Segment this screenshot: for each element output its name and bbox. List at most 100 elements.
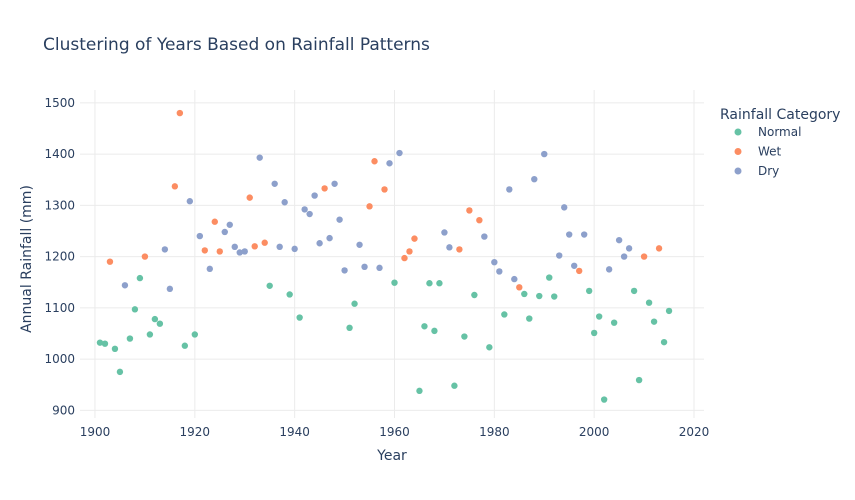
data-point-normal[interactable] [590, 329, 598, 337]
data-point-normal[interactable] [431, 327, 438, 335]
data-point-dry[interactable] [316, 240, 323, 247]
data-point-wet[interactable] [211, 218, 218, 225]
data-point-wet[interactable] [576, 267, 583, 275]
data-point-dry[interactable] [556, 252, 563, 259]
data-point-normal[interactable] [546, 274, 553, 281]
data-point-dry[interactable] [625, 245, 633, 252]
data-point-normal[interactable] [526, 315, 533, 322]
data-point-normal[interactable] [101, 340, 109, 347]
data-point-dry[interactable] [361, 263, 368, 271]
data-point-dry[interactable] [396, 149, 403, 157]
data-point-wet[interactable] [456, 246, 463, 253]
data-point-dry[interactable] [561, 204, 568, 211]
data-point-wet[interactable] [476, 216, 483, 224]
data-point-wet[interactable] [201, 247, 208, 254]
legend-marker[interactable] [734, 128, 742, 136]
data-point-wet[interactable] [381, 186, 388, 193]
legend-label[interactable]: Wet [758, 145, 782, 159]
data-point-dry[interactable] [186, 198, 194, 205]
data-point-dry[interactable] [236, 249, 243, 256]
data-point-normal[interactable] [521, 290, 528, 298]
data-point-wet[interactable] [401, 254, 408, 262]
data-point-dry[interactable] [301, 206, 308, 213]
data-point-normal[interactable] [645, 299, 653, 306]
data-point-wet[interactable] [246, 194, 253, 201]
data-point-normal[interactable] [266, 282, 273, 289]
data-point-normal[interactable] [471, 291, 478, 299]
data-point-normal[interactable] [181, 342, 189, 349]
data-point-normal[interactable] [426, 280, 433, 287]
data-point-dry[interactable] [306, 210, 313, 218]
data-point-dry[interactable] [511, 275, 518, 283]
data-point-dry[interactable] [291, 245, 298, 253]
data-point-wet[interactable] [106, 258, 114, 265]
data-point-normal[interactable] [486, 344, 493, 351]
data-point-normal[interactable] [536, 292, 543, 300]
data-point-normal[interactable] [96, 339, 104, 346]
data-point-normal[interactable] [136, 274, 144, 282]
data-point-normal[interactable] [630, 287, 638, 295]
data-point-normal[interactable] [436, 280, 443, 287]
data-point-wet[interactable] [516, 284, 523, 291]
data-point-dry[interactable] [620, 253, 628, 260]
data-point-normal[interactable] [191, 331, 199, 338]
data-point-dry[interactable] [506, 186, 513, 193]
data-point-dry[interactable] [121, 282, 129, 289]
data-point-dry[interactable] [605, 266, 613, 273]
data-point-dry[interactable] [341, 267, 348, 274]
data-point-normal[interactable] [351, 300, 358, 307]
data-point-wet[interactable] [261, 239, 268, 246]
data-point-dry[interactable] [531, 175, 538, 183]
data-point-normal[interactable] [451, 382, 458, 389]
data-point-wet[interactable] [640, 253, 648, 260]
data-point-normal[interactable] [296, 314, 303, 321]
data-point-normal[interactable] [156, 320, 164, 327]
data-point-normal[interactable] [111, 345, 119, 353]
data-point-dry[interactable] [231, 243, 238, 251]
data-point-wet[interactable] [176, 109, 184, 117]
data-point-dry[interactable] [541, 150, 548, 158]
data-point-normal[interactable] [286, 291, 293, 298]
data-point-dry[interactable] [206, 265, 213, 273]
data-point-dry[interactable] [281, 199, 288, 206]
data-point-dry[interactable] [481, 233, 488, 240]
data-point-wet[interactable] [251, 243, 258, 250]
data-point-dry[interactable] [166, 285, 174, 293]
data-point-normal[interactable] [346, 324, 353, 331]
data-point-wet[interactable] [141, 253, 149, 260]
legend-marker[interactable] [734, 167, 742, 175]
data-point-dry[interactable] [331, 180, 338, 187]
data-point-wet[interactable] [371, 158, 378, 165]
data-point-normal[interactable] [146, 331, 154, 338]
data-point-wet[interactable] [321, 185, 328, 192]
data-point-normal[interactable] [665, 307, 673, 315]
data-point-dry[interactable] [376, 264, 383, 272]
data-point-dry[interactable] [271, 180, 278, 187]
legend-marker[interactable] [734, 148, 742, 155]
data-point-wet[interactable] [366, 203, 373, 210]
data-point-wet[interactable] [406, 248, 413, 255]
data-point-normal[interactable] [131, 306, 139, 313]
data-point-normal[interactable] [126, 335, 134, 342]
data-point-dry[interactable] [256, 154, 263, 161]
data-point-normal[interactable] [635, 376, 643, 384]
data-point-normal[interactable] [610, 319, 618, 326]
data-point-dry[interactable] [226, 221, 233, 228]
data-point-wet[interactable] [171, 183, 179, 190]
data-point-dry[interactable] [491, 259, 498, 266]
data-point-dry[interactable] [566, 231, 573, 238]
data-point-normal[interactable] [650, 318, 658, 325]
data-point-dry[interactable] [241, 248, 248, 255]
data-point-normal[interactable] [660, 338, 668, 346]
data-point-normal[interactable] [416, 387, 423, 395]
data-point-normal[interactable] [461, 333, 468, 340]
data-point-dry[interactable] [356, 241, 363, 248]
data-point-dry[interactable] [311, 192, 318, 199]
data-point-normal[interactable] [421, 323, 428, 330]
data-point-dry[interactable] [326, 234, 333, 242]
data-point-dry[interactable] [161, 246, 169, 253]
data-point-dry[interactable] [386, 160, 393, 167]
legend-label[interactable]: Dry [758, 164, 779, 178]
data-point-dry[interactable] [196, 232, 204, 240]
data-point-normal[interactable] [116, 368, 124, 376]
